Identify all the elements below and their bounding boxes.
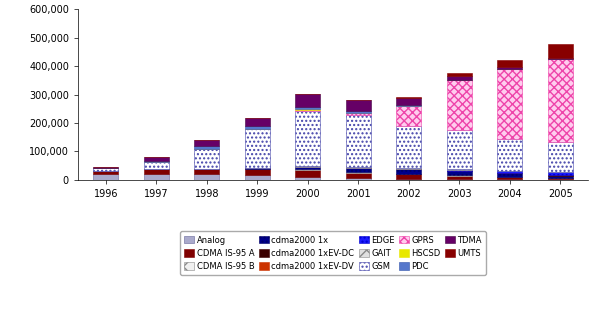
Bar	[143, 157, 169, 161]
Bar	[346, 100, 371, 111]
Bar	[446, 169, 472, 170]
Bar	[548, 43, 573, 58]
Bar	[346, 115, 371, 168]
Bar	[295, 107, 320, 110]
Legend: Analog, CDMA IS-95 A, CDMA IS-95 B, cdma2000 1x, cdma2000 1xEV-DC, cdma2000 1xEV: Analog, CDMA IS-95 A, CDMA IS-95 B, cdma…	[180, 231, 486, 275]
Bar	[446, 130, 472, 169]
Bar	[143, 174, 169, 180]
Bar	[194, 169, 220, 175]
Bar	[497, 171, 523, 173]
Bar	[245, 169, 270, 175]
Bar	[396, 126, 421, 168]
Bar	[295, 110, 320, 111]
Bar	[194, 140, 220, 146]
Bar	[497, 177, 523, 179]
Bar	[446, 175, 472, 176]
Bar	[245, 129, 270, 169]
Bar	[446, 179, 472, 180]
Bar	[93, 171, 118, 175]
Bar	[548, 175, 573, 176]
Bar	[446, 176, 472, 179]
Bar	[548, 176, 573, 178]
Bar	[446, 80, 472, 130]
Bar	[295, 166, 320, 167]
Bar	[396, 174, 421, 179]
Bar	[194, 149, 220, 169]
Bar	[346, 111, 371, 113]
Bar	[346, 168, 371, 172]
Bar	[548, 142, 573, 172]
Bar	[396, 96, 421, 98]
Bar	[245, 175, 270, 180]
Bar	[143, 162, 169, 169]
Bar	[93, 169, 118, 171]
Bar	[446, 171, 472, 175]
Bar	[396, 106, 421, 126]
Bar	[346, 113, 371, 115]
Bar	[396, 179, 421, 180]
Bar	[93, 167, 118, 169]
Bar	[446, 79, 472, 80]
Bar	[446, 76, 472, 79]
Bar	[245, 118, 270, 126]
Bar	[497, 60, 523, 67]
Bar	[497, 67, 523, 69]
Bar	[548, 178, 573, 180]
Bar	[497, 69, 523, 139]
Bar	[295, 170, 320, 177]
Bar	[194, 146, 220, 149]
Bar	[295, 94, 320, 107]
Bar	[346, 178, 371, 180]
Bar	[446, 73, 472, 76]
Bar	[548, 172, 573, 175]
Bar	[497, 173, 523, 174]
Bar	[194, 175, 220, 180]
Bar	[93, 175, 118, 180]
Bar	[548, 58, 573, 59]
Bar	[396, 169, 421, 174]
Bar	[295, 169, 320, 170]
Bar	[497, 174, 523, 177]
Bar	[295, 111, 320, 166]
Bar	[346, 173, 371, 178]
Bar	[143, 161, 169, 162]
Bar	[548, 59, 573, 142]
Bar	[295, 177, 320, 180]
Bar	[497, 139, 523, 171]
Bar	[346, 172, 371, 173]
Bar	[396, 105, 421, 106]
Bar	[396, 98, 421, 105]
Bar	[143, 169, 169, 174]
Bar	[245, 126, 270, 129]
Bar	[295, 167, 320, 169]
